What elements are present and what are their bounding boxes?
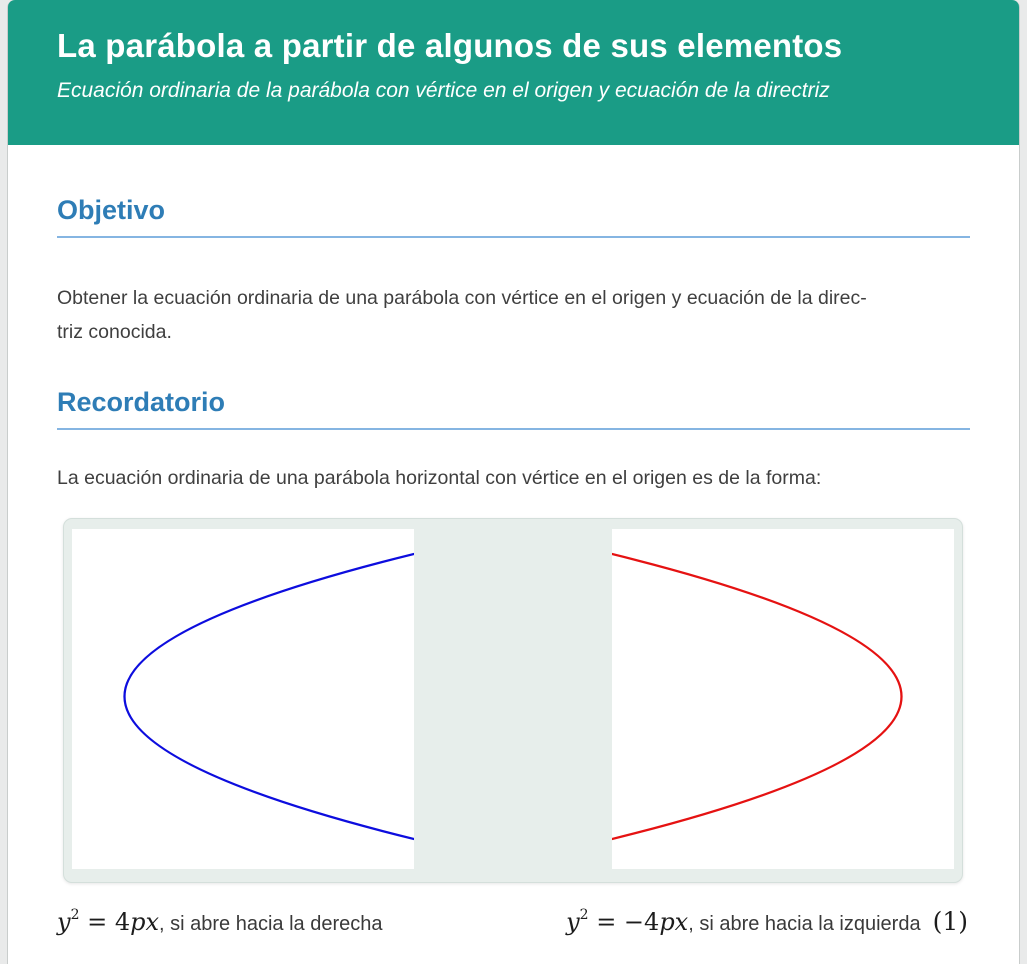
equations-row: y2 = 4px, si abre hacia la derecha y2 = … xyxy=(57,907,970,936)
parabola-opening-left-plot xyxy=(612,552,903,840)
equation-exponent: 2 xyxy=(70,906,80,923)
equation-opens-right: y2 = 4px, si abre hacia la derecha xyxy=(57,906,383,936)
equation-caption: , si abre hacia la derecha xyxy=(159,912,383,935)
section-heading-recordatorio: Recordatorio xyxy=(57,387,970,431)
red-parabola-curve xyxy=(612,552,903,840)
document-card: La parábola a partir de algunos de sus e… xyxy=(7,0,1020,964)
objetivo-paragraph-line-2: triz conocida. xyxy=(57,320,172,343)
equation-opens-left: y2 = −4px, si abre hacia la izquierda (1) xyxy=(566,907,968,936)
equation-exponent: 2 xyxy=(579,906,589,923)
equation-rhs-variables: px xyxy=(130,907,160,936)
recordatorio-paragraph: La ecuación ordinaria de una parábola ho… xyxy=(57,462,970,496)
objetivo-paragraph: Obtener la ecuación ordinaria de una par… xyxy=(57,282,970,349)
blue-parabola-curve xyxy=(123,552,414,840)
page-title: La parábola a partir de algunos de sus e… xyxy=(57,27,843,64)
recordatorio-paragraph-line-1: La ecuación ordinaria de una parábola ho… xyxy=(57,467,822,490)
equation-variable: y xyxy=(57,907,71,936)
equation-coefficient: = −4 xyxy=(588,907,660,936)
parabola-opening-right-plot xyxy=(123,552,414,840)
equation-caption: , si abre hacia la izquierda xyxy=(688,912,921,935)
parabola-figure xyxy=(63,517,963,883)
main-content: Objetivo Obtener la ecuación ordinaria d… xyxy=(8,195,1019,936)
equation-number: (1) xyxy=(932,906,968,936)
header-banner: La parábola a partir de algunos de sus e… xyxy=(8,0,1019,145)
equation-rhs-variables: px xyxy=(659,907,689,936)
parabola-panel-right xyxy=(612,528,954,869)
parabola-panel-left xyxy=(72,528,414,869)
page-subtitle: Ecuación ordinaria de la parábola con vé… xyxy=(57,79,830,103)
section-heading-objetivo: Objetivo xyxy=(57,195,970,238)
equation-variable: y xyxy=(566,907,580,936)
objetivo-paragraph-line-1: Obtener la ecuación ordinaria de una par… xyxy=(57,287,867,309)
equation-coefficient: = 4 xyxy=(79,907,131,936)
